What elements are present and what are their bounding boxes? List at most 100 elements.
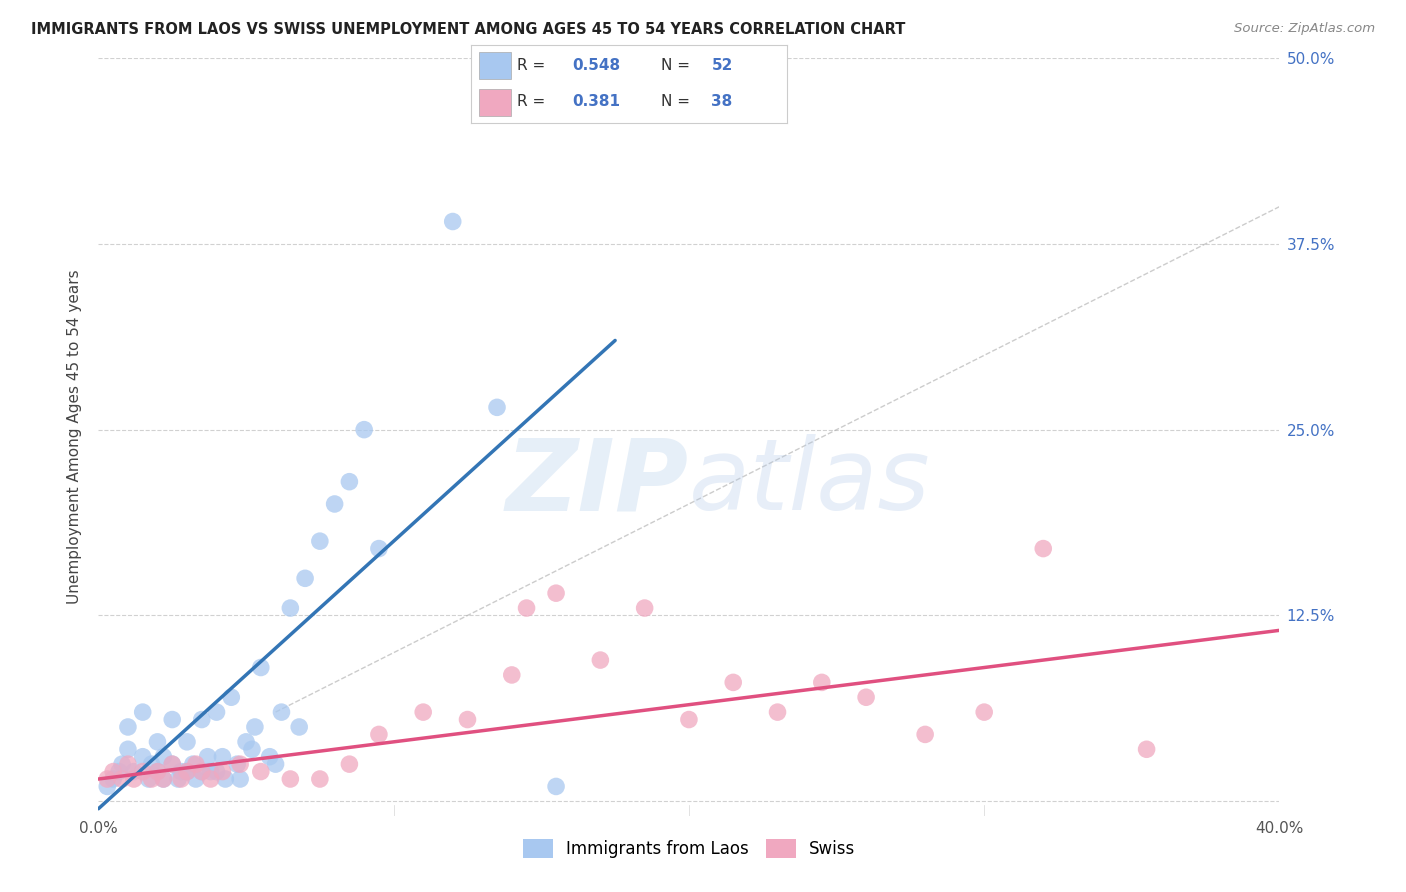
Point: [184, 757, 207, 772]
Point: [214, 772, 236, 786]
Point: [353, 423, 375, 437]
Point: [211, 764, 233, 779]
Point: [226, 757, 249, 772]
Text: 0.381: 0.381: [572, 95, 620, 110]
Y-axis label: Unemployment Among Ages 45 to 54 years: Unemployment Among Ages 45 to 54 years: [67, 269, 83, 605]
Point: [501, 668, 523, 682]
Point: [412, 705, 434, 719]
Point: [546, 586, 568, 600]
Point: [200, 764, 222, 779]
Point: [294, 571, 316, 585]
Point: [122, 772, 145, 786]
Point: [176, 764, 198, 779]
Text: N =: N =: [661, 57, 690, 72]
Point: [243, 720, 266, 734]
Point: [117, 720, 139, 734]
Point: [309, 772, 332, 786]
Point: [184, 772, 207, 786]
Point: [914, 727, 936, 741]
Point: [162, 713, 183, 727]
Text: 38: 38: [711, 95, 733, 110]
Point: [176, 764, 198, 779]
Point: [141, 772, 163, 786]
Point: [229, 757, 252, 772]
Text: 52: 52: [711, 57, 733, 72]
Text: 0.548: 0.548: [572, 57, 620, 72]
Point: [191, 713, 214, 727]
Point: [152, 749, 174, 764]
Point: [457, 713, 479, 727]
Point: [152, 772, 174, 786]
FancyBboxPatch shape: [479, 88, 510, 116]
Text: R =: R =: [517, 95, 546, 110]
Point: [146, 735, 169, 749]
Point: [132, 705, 155, 719]
Point: [589, 653, 612, 667]
Point: [197, 749, 219, 764]
Point: [141, 757, 163, 772]
Text: atlas: atlas: [689, 434, 931, 531]
Point: [288, 720, 311, 734]
Point: [170, 772, 193, 786]
Point: [205, 705, 228, 719]
Point: [146, 764, 169, 779]
Point: [205, 764, 228, 779]
Point: [323, 497, 346, 511]
Point: [259, 749, 281, 764]
Point: [678, 713, 700, 727]
Point: [229, 772, 252, 786]
Point: [167, 772, 190, 786]
Point: [973, 705, 995, 719]
Point: [280, 601, 302, 615]
Point: [250, 764, 273, 779]
Point: [132, 749, 155, 764]
Legend: Immigrants from Laos, Swiss: Immigrants from Laos, Swiss: [516, 832, 862, 864]
Point: [191, 764, 214, 779]
Point: [96, 772, 118, 786]
Point: [309, 534, 332, 549]
Point: [546, 780, 568, 794]
Point: [240, 742, 263, 756]
Point: [368, 541, 391, 556]
Point: [264, 757, 287, 772]
Point: [103, 772, 125, 786]
Point: [111, 772, 134, 786]
Point: [441, 214, 464, 228]
Text: R =: R =: [517, 57, 546, 72]
Point: [339, 757, 361, 772]
Point: [200, 772, 222, 786]
Point: [270, 705, 292, 719]
Point: [339, 475, 361, 489]
Point: [162, 757, 183, 772]
Point: [138, 772, 160, 786]
Point: [108, 764, 131, 779]
Point: [176, 735, 198, 749]
Text: IMMIGRANTS FROM LAOS VS SWISS UNEMPLOYMENT AMONG AGES 45 TO 54 YEARS CORRELATION: IMMIGRANTS FROM LAOS VS SWISS UNEMPLOYME…: [31, 22, 905, 37]
Point: [1136, 742, 1159, 756]
Point: [117, 757, 139, 772]
Point: [96, 780, 118, 794]
Point: [634, 601, 657, 615]
Point: [235, 735, 257, 749]
Point: [117, 742, 139, 756]
Point: [810, 675, 832, 690]
Point: [766, 705, 789, 719]
Point: [221, 690, 243, 705]
Point: [162, 757, 183, 772]
Point: [368, 727, 391, 741]
Point: [1032, 541, 1054, 556]
Point: [516, 601, 538, 615]
Point: [191, 764, 214, 779]
FancyBboxPatch shape: [479, 52, 510, 79]
Text: Source: ZipAtlas.com: Source: ZipAtlas.com: [1234, 22, 1375, 36]
Point: [146, 764, 169, 779]
Point: [122, 764, 145, 779]
Text: ZIP: ZIP: [506, 434, 689, 531]
Point: [250, 660, 273, 674]
Point: [132, 764, 155, 779]
Point: [103, 764, 125, 779]
Point: [170, 764, 193, 779]
Point: [111, 757, 134, 772]
Text: N =: N =: [661, 95, 690, 110]
Point: [486, 401, 509, 415]
